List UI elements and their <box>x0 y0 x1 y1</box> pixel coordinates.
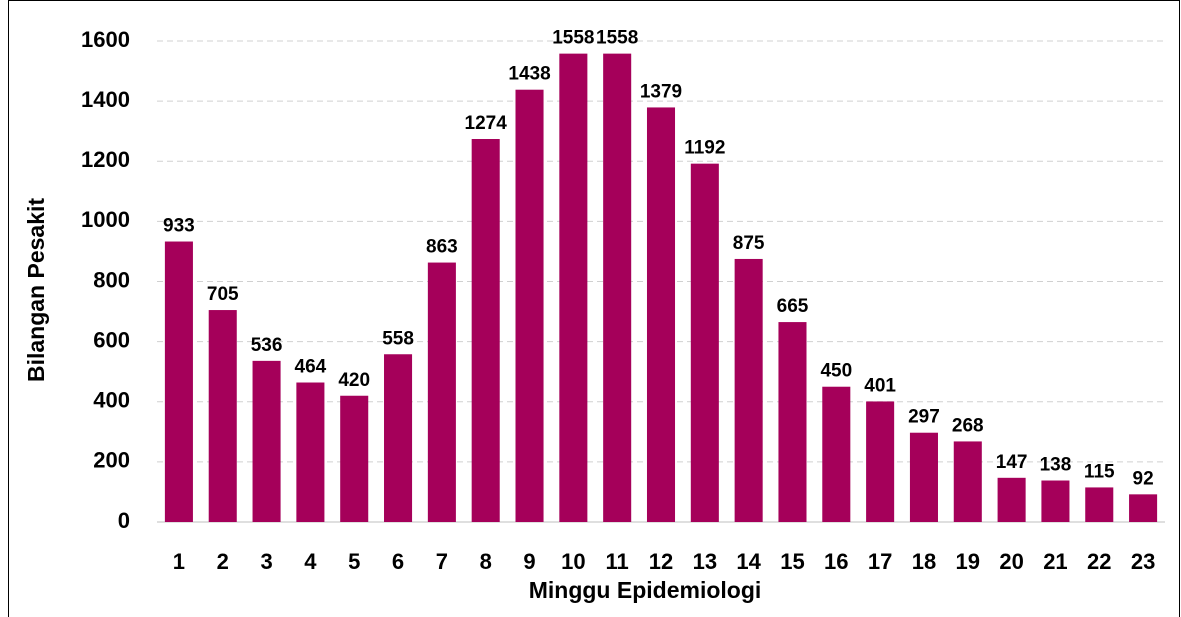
frame <box>8 0 1180 617</box>
x-tick-label: 14 <box>736 549 761 574</box>
x-tick-label: 21 <box>1043 549 1067 574</box>
x-tick-label: 3 <box>260 549 272 574</box>
y-tick-label: 800 <box>93 267 130 292</box>
bar <box>822 386 851 522</box>
value-label: 665 <box>777 296 809 317</box>
y-tick-label: 400 <box>93 388 130 413</box>
value-label: 420 <box>338 370 370 391</box>
value-label: 1558 <box>596 28 638 49</box>
bar <box>515 89 544 523</box>
x-tick-label: 22 <box>1087 549 1111 574</box>
x-tick-label: 12 <box>649 549 673 574</box>
bar <box>252 360 281 522</box>
y-tick-label: 1200 <box>81 147 130 172</box>
value-label: 933 <box>163 216 195 237</box>
bar <box>559 53 588 522</box>
value-label: 705 <box>207 284 239 305</box>
x-tick-label: 15 <box>780 549 804 574</box>
value-label: 464 <box>295 357 327 378</box>
y-tick-label: 600 <box>93 327 130 352</box>
value-label: 147 <box>996 452 1028 473</box>
bar <box>778 322 807 522</box>
y-axis-title: Bilangan Pesakit <box>23 198 49 382</box>
value-label: 536 <box>251 335 283 356</box>
bar <box>690 163 719 522</box>
value-label: 1379 <box>640 81 682 102</box>
bar <box>384 354 413 522</box>
y-tick-label: 200 <box>93 448 130 473</box>
x-tick-label: 10 <box>561 549 585 574</box>
x-tick-label: 4 <box>304 549 317 574</box>
bar <box>1085 487 1114 522</box>
value-label: 92 <box>1133 468 1154 489</box>
x-tick-label: 8 <box>480 549 492 574</box>
bar <box>909 432 938 522</box>
bar <box>208 310 237 522</box>
bar <box>296 382 325 522</box>
x-tick-label: 18 <box>912 549 936 574</box>
x-tick-label: 13 <box>693 549 717 574</box>
value-label: 863 <box>426 237 458 258</box>
x-tick-label: 1 <box>173 549 185 574</box>
bar <box>164 241 193 522</box>
x-tick-label: 6 <box>392 549 404 574</box>
y-tick-label: 1600 <box>81 27 130 52</box>
bar <box>734 258 763 522</box>
x-tick-label: 17 <box>868 549 892 574</box>
bar <box>427 262 456 522</box>
bar <box>997 477 1026 522</box>
value-label: 1274 <box>465 113 508 134</box>
x-tick-label: 7 <box>436 549 448 574</box>
x-tick-label: 11 <box>606 549 629 574</box>
bar <box>1041 480 1070 522</box>
y-tick-label: 1000 <box>81 207 130 232</box>
value-label: 450 <box>820 361 852 382</box>
bar <box>340 395 369 522</box>
value-label: 268 <box>952 415 984 436</box>
value-label: 1192 <box>684 138 725 159</box>
bar <box>471 139 500 522</box>
bar <box>646 107 676 523</box>
value-label: 1558 <box>552 28 594 49</box>
x-tick-label: 5 <box>348 549 360 574</box>
value-label: 558 <box>382 328 414 349</box>
x-tick-label: 23 <box>1131 549 1155 574</box>
bar <box>866 401 895 522</box>
y-tick-label: 1400 <box>81 87 130 112</box>
bar <box>603 53 632 522</box>
x-tick-label: 20 <box>999 549 1023 574</box>
bar <box>1129 494 1158 522</box>
x-tick-label: 9 <box>523 549 535 574</box>
x-axis-title: Minggu Epidemiologi <box>529 577 762 603</box>
x-tick-label: 19 <box>956 549 980 574</box>
value-label: 138 <box>1040 455 1072 476</box>
value-label: 297 <box>908 407 940 428</box>
y-tick-label: 0 <box>118 508 130 533</box>
value-label: 401 <box>864 375 896 396</box>
x-tick-label: 16 <box>824 549 848 574</box>
bar <box>953 441 982 522</box>
value-label: 1438 <box>508 64 550 85</box>
value-label: 875 <box>733 233 765 254</box>
value-label: 115 <box>1084 461 1115 482</box>
x-tick-label: 2 <box>217 549 229 574</box>
